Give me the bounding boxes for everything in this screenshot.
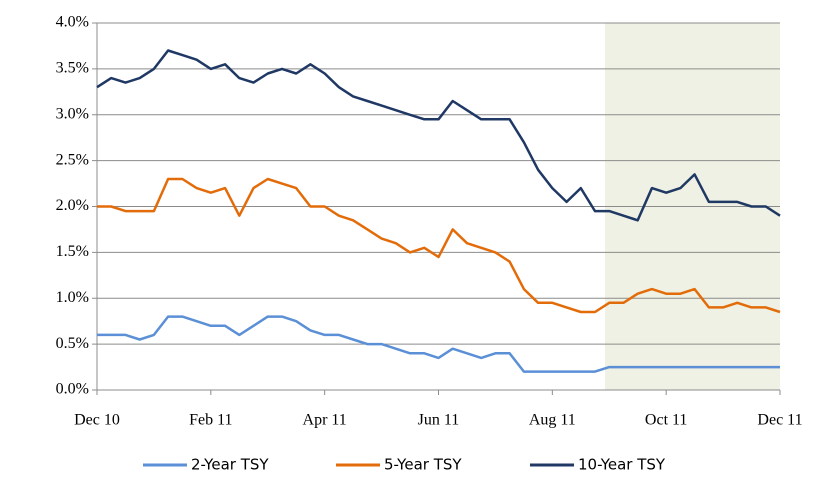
line-series [96, 49, 781, 222]
legend-label: 10-Year TSY [578, 456, 666, 474]
x-tick-label: Jun 11 [418, 412, 460, 429]
y-tick-label: 3.0% [56, 105, 89, 122]
x-tick-label: Aug 11 [529, 412, 576, 429]
y-tick-label: 1.5% [56, 243, 89, 260]
y-tick-label: 0.0% [56, 381, 89, 398]
x-tick-label: Oct 11 [645, 412, 688, 429]
y-tick-label: 2.5% [56, 151, 89, 168]
y-tick-label: 4.0% [56, 14, 89, 31]
y-tick-label: 1.0% [56, 289, 89, 306]
x-tick-label: Feb 11 [189, 412, 232, 429]
y-tick-label: 2.0% [56, 197, 89, 214]
legend-label: 5-Year TSY [384, 456, 462, 474]
x-tick-label: Dec 10 [74, 412, 120, 429]
line-series [97, 315, 780, 373]
x-tick-label: Dec 11 [757, 412, 802, 429]
y-tick-label: 3.5% [56, 60, 89, 77]
line-series [97, 177, 781, 314]
x-tick-label: Apr 11 [303, 412, 347, 429]
legend-label: 2-Year TSY [191, 456, 269, 474]
y-tick-label: 0.5% [56, 335, 89, 352]
